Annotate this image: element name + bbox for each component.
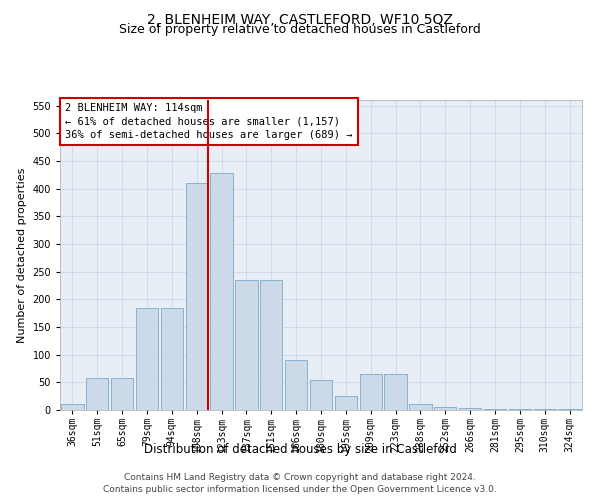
Bar bbox=[310, 380, 332, 410]
Bar bbox=[285, 360, 307, 410]
Text: Distribution of detached houses by size in Castleford: Distribution of detached houses by size … bbox=[143, 442, 457, 456]
Text: Contains public sector information licensed under the Open Government Licence v3: Contains public sector information licen… bbox=[103, 485, 497, 494]
Y-axis label: Number of detached properties: Number of detached properties bbox=[17, 168, 27, 342]
Bar bbox=[235, 280, 257, 410]
Bar bbox=[359, 374, 382, 410]
Text: Contains HM Land Registry data © Crown copyright and database right 2024.: Contains HM Land Registry data © Crown c… bbox=[124, 472, 476, 482]
Bar bbox=[409, 404, 431, 410]
Bar bbox=[111, 378, 133, 410]
Text: Size of property relative to detached houses in Castleford: Size of property relative to detached ho… bbox=[119, 22, 481, 36]
Text: 2 BLENHEIM WAY: 114sqm
← 61% of detached houses are smaller (1,157)
36% of semi-: 2 BLENHEIM WAY: 114sqm ← 61% of detached… bbox=[65, 103, 353, 140]
Bar bbox=[559, 409, 581, 410]
Bar bbox=[484, 409, 506, 410]
Bar bbox=[335, 396, 357, 410]
Bar bbox=[260, 280, 283, 410]
Bar bbox=[61, 404, 83, 410]
Bar bbox=[385, 374, 407, 410]
Bar bbox=[161, 308, 183, 410]
Bar bbox=[136, 308, 158, 410]
Bar bbox=[459, 408, 481, 410]
Bar bbox=[211, 173, 233, 410]
Bar bbox=[185, 183, 208, 410]
Text: 2, BLENHEIM WAY, CASTLEFORD, WF10 5QZ: 2, BLENHEIM WAY, CASTLEFORD, WF10 5QZ bbox=[147, 12, 453, 26]
Bar bbox=[434, 407, 457, 410]
Bar bbox=[509, 409, 531, 410]
Bar bbox=[86, 378, 109, 410]
